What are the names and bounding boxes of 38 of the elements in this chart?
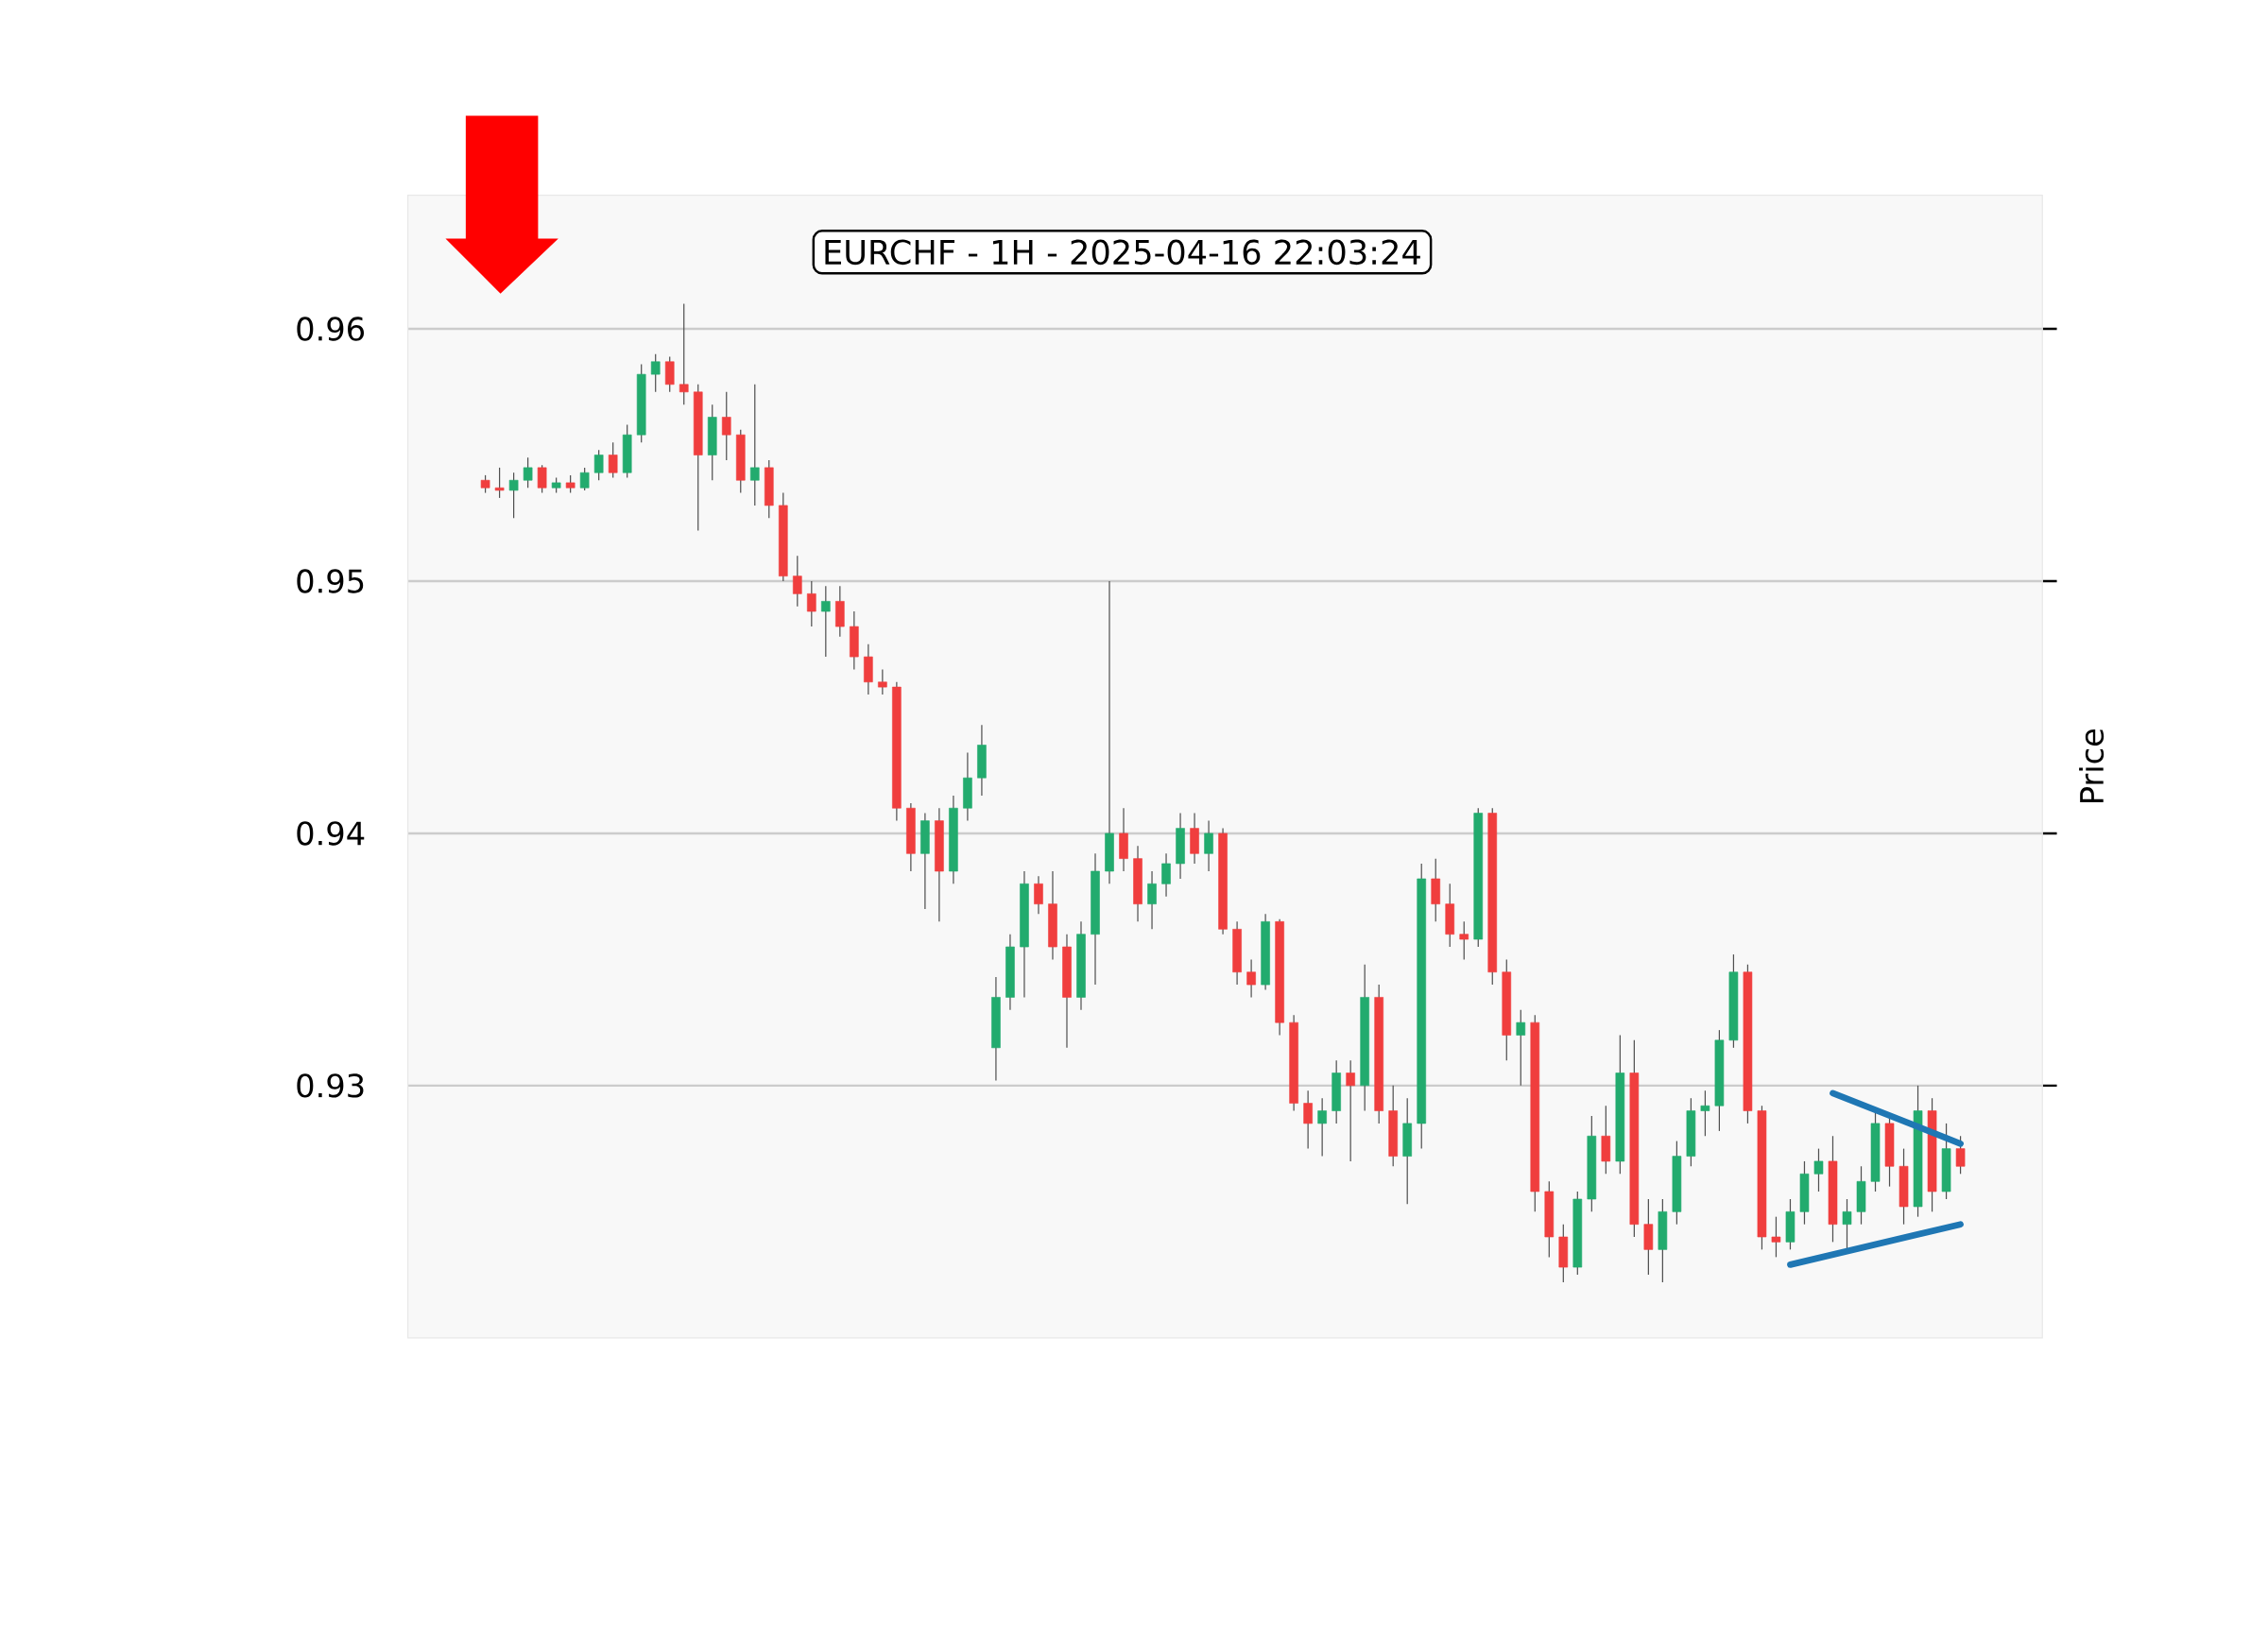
candlestick bbox=[1700, 1090, 1710, 1137]
candlestick bbox=[821, 585, 831, 658]
candlestick bbox=[1147, 870, 1157, 930]
candlestick bbox=[537, 464, 547, 494]
candlestick bbox=[1813, 1147, 1824, 1192]
candlestick bbox=[523, 456, 533, 489]
candlestick bbox=[565, 474, 576, 494]
candlestick bbox=[1516, 1009, 1526, 1087]
candlestick bbox=[1317, 1097, 1327, 1158]
candlestick bbox=[1842, 1198, 1852, 1250]
candlestick bbox=[650, 353, 661, 393]
candlestick bbox=[593, 449, 604, 481]
candlestick bbox=[721, 391, 731, 461]
candlestick bbox=[608, 441, 618, 479]
candlestick bbox=[807, 580, 816, 627]
candlestick bbox=[878, 668, 887, 695]
y-tick-label: 0.95 bbox=[297, 569, 364, 593]
y-tick-label: 0.93 bbox=[297, 1073, 364, 1098]
candlestick bbox=[1246, 958, 1256, 999]
candlestick bbox=[494, 467, 505, 499]
y-tick-label: 0.96 bbox=[297, 317, 365, 341]
candlestick bbox=[1161, 852, 1171, 898]
candlestick bbox=[749, 384, 760, 506]
candlestick bbox=[1771, 1216, 1781, 1258]
candlestick bbox=[508, 472, 519, 519]
candlestick bbox=[679, 302, 689, 405]
candlestick bbox=[792, 555, 802, 608]
candlestick bbox=[579, 467, 590, 491]
candlestick bbox=[1034, 875, 1043, 915]
candlestick bbox=[1955, 1135, 1966, 1175]
candlestick bbox=[1303, 1090, 1313, 1150]
candlestick bbox=[1204, 819, 1213, 872]
candlestick bbox=[480, 474, 490, 494]
candlestick bbox=[1459, 920, 1469, 961]
y-axis-title: Price bbox=[2079, 729, 2105, 802]
y-tick-label: 0.94 bbox=[297, 821, 365, 846]
text: EURCHF - 1H - 2025-04-16 22:03:24 bbox=[825, 239, 1420, 266]
candlestick bbox=[1346, 1059, 1355, 1162]
